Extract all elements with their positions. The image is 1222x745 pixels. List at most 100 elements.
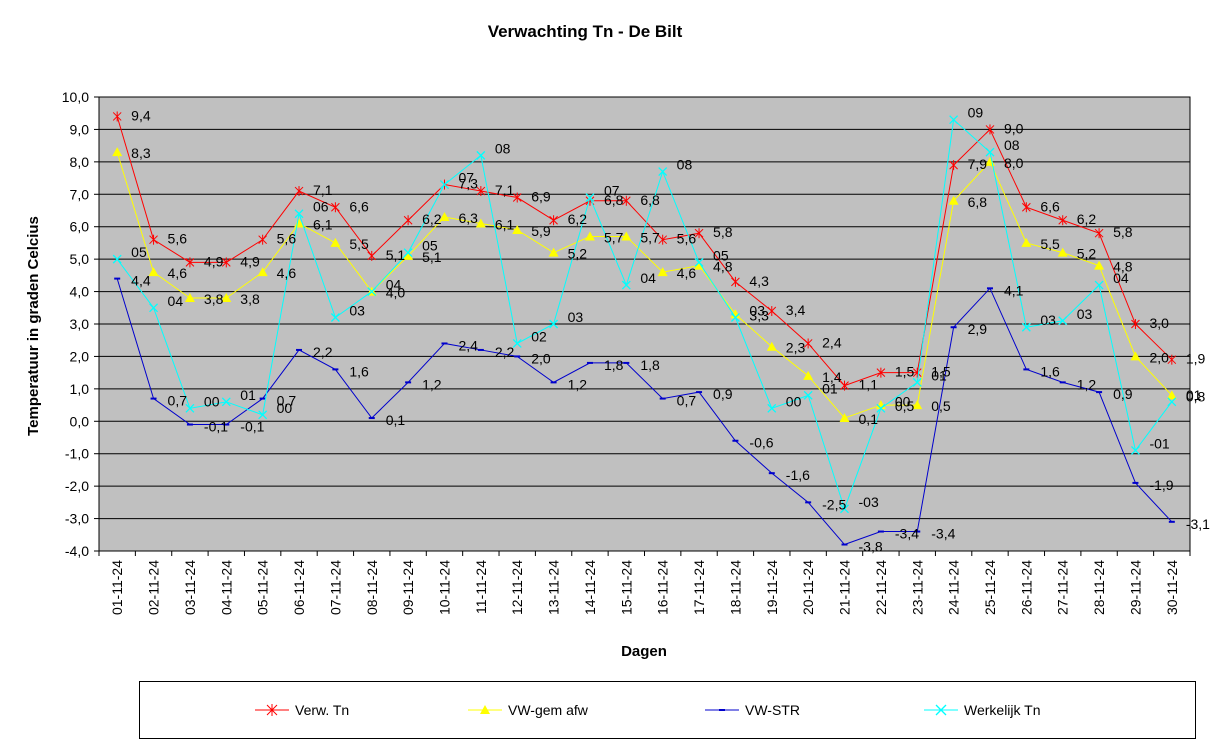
data-label: 5,2 [568, 246, 588, 262]
data-label: 2,0 [531, 350, 551, 366]
data-label: -03 [859, 494, 879, 510]
data-point [548, 247, 559, 257]
data-label: 04 [1113, 270, 1129, 286]
data-point [1021, 322, 1031, 332]
x-tick-label: 02-11-24 [146, 560, 162, 615]
data-label: 6,8 [640, 192, 660, 208]
y-tick-label: 4,0 [70, 284, 90, 300]
data-label: 6,2 [422, 211, 442, 227]
y-tick-label: -1,0 [65, 446, 89, 462]
data-label: 1,1 [859, 377, 879, 393]
data-label: 1,2 [422, 376, 442, 392]
data-point [112, 254, 122, 264]
data-point [877, 530, 884, 533]
data-label: 1,6 [349, 363, 369, 379]
data-label: -3,4 [931, 526, 955, 542]
x-tick-label: 06-11-24 [291, 560, 307, 615]
data-label: 00 [204, 393, 220, 409]
data-label: 5,6 [277, 231, 297, 247]
data-point [512, 192, 522, 203]
x-tick-label: 10-11-24 [436, 560, 452, 615]
data-point [696, 391, 703, 394]
data-point [112, 147, 123, 157]
data-label: 0,5 [931, 398, 951, 414]
legend-item-werkelijk-tn: Werkelijk Tn [924, 702, 1041, 718]
data-label: 04 [386, 277, 402, 293]
data-label: 0,8 [1186, 388, 1206, 404]
data-label: 4,8 [713, 259, 733, 275]
data-label: 1,2 [1077, 376, 1097, 392]
x-tick-label: 26-11-24 [1018, 560, 1034, 615]
data-label: 8,3 [131, 145, 151, 161]
y-tick-label: -4,0 [65, 543, 89, 559]
data-point [221, 257, 231, 268]
data-point [1130, 446, 1140, 455]
x-tick-label: 14-11-24 [582, 560, 598, 615]
x-tick-label: 17-11-24 [691, 560, 707, 615]
data-point [766, 341, 777, 351]
data-point [767, 403, 777, 413]
data-point [1168, 520, 1175, 523]
legend-label-verw-tn: Verw. Tn [295, 702, 350, 718]
data-point [1132, 481, 1139, 484]
data-point [1167, 354, 1177, 365]
x-tick-label: 11-11-24 [473, 560, 489, 614]
data-label: 5,5 [349, 236, 369, 252]
data-point [439, 211, 450, 221]
data-point [623, 361, 630, 364]
data-label: 00 [277, 400, 293, 416]
data-point [476, 150, 486, 160]
data-label: 01 [931, 367, 947, 383]
data-point [876, 367, 886, 378]
data-label: 5,7 [640, 229, 660, 245]
data-label: 04 [640, 270, 656, 286]
data-label: 0,1 [386, 412, 406, 428]
data-label: 05 [131, 244, 147, 260]
data-label: 4,3 [749, 273, 769, 289]
x-tick-label: 27-11-24 [1055, 560, 1071, 615]
data-point [368, 417, 375, 420]
data-label: 6,6 [349, 198, 369, 214]
data-point [1094, 260, 1105, 270]
x-tick-label: 01-11-24 [109, 560, 125, 615]
series-line [116, 278, 1173, 546]
data-point [512, 338, 522, 348]
data-label: 5,5 [1040, 236, 1060, 252]
data-label: 2,9 [968, 321, 988, 337]
x-tick-label: 21-11-24 [837, 560, 853, 615]
data-point [112, 111, 122, 122]
data-point [986, 287, 993, 290]
legend-item-verw-tn: Verw. Tn [255, 702, 349, 718]
chart-title: Verwachting Tn - De Bilt [487, 22, 683, 41]
data-label: -0,1 [204, 419, 228, 435]
legend-item-vw-str: VW-STR [705, 702, 800, 718]
data-label: 04 [168, 293, 184, 309]
data-label: 6,6 [1040, 198, 1060, 214]
data-label: 08 [677, 157, 693, 173]
data-label: 5,8 [713, 224, 733, 240]
data-point [1096, 391, 1103, 394]
data-label: -0,1 [240, 419, 264, 435]
data-label: 6,1 [495, 216, 515, 232]
data-label: 3,0 [1149, 315, 1169, 331]
data-label: 00 [786, 393, 802, 409]
data-label: 6,8 [968, 194, 988, 210]
series-line [116, 118, 1173, 511]
data-label: 5,6 [168, 231, 188, 247]
data-point [768, 472, 775, 475]
data-point [185, 257, 195, 268]
legend: Verw. Tn VW-gem afw VW-STR Werkelijk Tn [139, 681, 1196, 739]
data-point [223, 423, 230, 426]
data-point [1094, 280, 1104, 290]
data-point [185, 403, 195, 413]
data-point [912, 377, 922, 387]
data-label: 2,4 [822, 334, 842, 350]
data-point [912, 367, 922, 378]
data-point [1023, 368, 1030, 371]
data-label: 5,7 [604, 229, 624, 245]
data-point [296, 348, 303, 351]
data-point [549, 319, 559, 329]
data-label: 3,8 [204, 291, 224, 307]
x-tick-label: 19-11-24 [764, 560, 780, 615]
x-tick-label: 07-11-24 [327, 560, 343, 615]
